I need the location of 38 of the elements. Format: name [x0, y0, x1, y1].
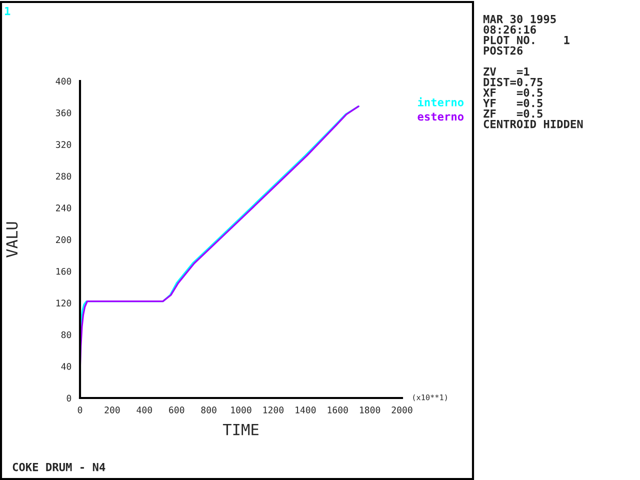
x-tick-label: 2000	[392, 406, 412, 414]
y-tick-label: 200	[56, 236, 72, 244]
x-tick-label: 200	[104, 406, 120, 414]
text: CENTROID HIDDEN	[484, 120, 583, 128]
x-tick-label: 600	[169, 406, 184, 414]
y-tick-label: 400	[56, 78, 72, 85]
x-tick-label: 1400	[296, 406, 316, 414]
x-tick-label: 0	[78, 406, 82, 414]
y-tick-label: 0	[66, 394, 72, 402]
y-axis-title: VALU	[6, 222, 18, 258]
x-tick-label: 1600	[328, 406, 348, 414]
x-tick-label: 1200	[263, 406, 284, 414]
text: POST26	[484, 46, 523, 55]
x-axis-title: TIME	[222, 424, 258, 436]
text: 1	[5, 6, 10, 16]
text: 08:26:16	[484, 25, 536, 34]
x-tick-label: 800	[201, 406, 216, 414]
text: XF =0.5	[483, 88, 542, 97]
text: YF =0.5	[483, 98, 542, 108]
y-tick-label: 320	[56, 141, 72, 148]
text: COKE DRUM - N4	[12, 462, 106, 472]
y-tick-label: 160	[56, 268, 72, 275]
text: esterno	[418, 112, 464, 121]
text: PLOT NO. 1	[484, 36, 570, 44]
y-tick-label: 240	[56, 204, 72, 212]
y-tick-label: 40	[61, 363, 72, 370]
text: interno	[418, 97, 464, 106]
y-tick-label: 280	[56, 172, 72, 180]
text: ZF =0.5	[484, 109, 542, 118]
y-tick-label: 120	[56, 300, 72, 306]
x-tick-label: 400	[136, 406, 152, 414]
text: ZV =1	[484, 67, 530, 76]
y-tick-label: 360	[56, 109, 72, 116]
y-tick-label: 80	[61, 331, 72, 338]
text: MAR 30 1995	[483, 14, 556, 24]
x-tick-label: 1000	[231, 406, 252, 414]
text: DIST=0.75	[484, 78, 542, 86]
x-tick-label: 1800	[360, 406, 380, 414]
